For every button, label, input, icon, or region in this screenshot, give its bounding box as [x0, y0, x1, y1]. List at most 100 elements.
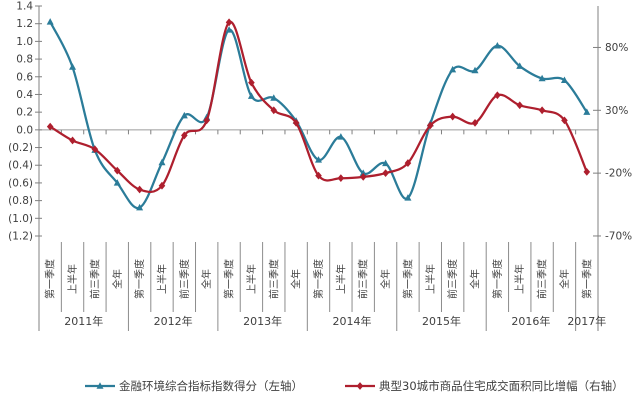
x-axis-quarter-label: 全年: [469, 269, 482, 289]
diamond-marker: [181, 131, 188, 140]
diamond-marker: [471, 118, 479, 127]
diamond-marker: [292, 118, 300, 127]
x-axis-quarter-label: 第一季度: [223, 259, 236, 299]
legend-diamond-icon: [356, 382, 364, 390]
triangle-marker: [158, 158, 166, 166]
x-axis-quarter-label: 前三季度: [357, 259, 370, 299]
left-axis-label: (1.2): [8, 231, 33, 243]
x-axis-quarter-label: 全年: [111, 269, 124, 289]
x-axis-year-label: 2011年: [64, 314, 103, 328]
triangle-marker: [46, 18, 54, 25]
x-axis-quarter-label: 前三季度: [178, 259, 191, 299]
left-axis-label: (0.2): [8, 142, 33, 154]
x-axis-quarter-label: 全年: [290, 269, 303, 289]
diamond-marker: [248, 78, 255, 87]
x-axis-quarter-label: 上半年: [513, 264, 526, 294]
left-axis-label: 1.2: [16, 18, 33, 30]
diamond-marker: [113, 166, 121, 175]
triangle-marker: [449, 65, 457, 73]
x-axis-year-label: 2012年: [154, 314, 193, 328]
x-axis-quarter-label: 上半年: [334, 264, 347, 294]
x-axis-year-label: 2014年: [333, 314, 372, 328]
left-axis-label: 0.0: [16, 124, 33, 136]
left-axis-label: (0.4): [8, 160, 33, 172]
diamond-marker: [46, 122, 54, 131]
x-axis-quarter-label: 上半年: [424, 264, 437, 294]
x-axis-quarter-label: 前三季度: [88, 259, 101, 299]
triangle-marker: [493, 42, 501, 49]
triangle-marker: [404, 194, 412, 201]
triangle-marker: [560, 76, 568, 84]
diamond-marker: [583, 167, 591, 176]
diamond-marker: [158, 181, 166, 190]
left-axis-label: 1.4: [16, 1, 33, 13]
triangle-marker: [359, 169, 367, 176]
triangle-marker: [180, 111, 188, 119]
x-axis-quarter-label: 第一季度: [580, 259, 593, 299]
x-axis-quarter-label: 前三季度: [446, 259, 459, 299]
x-axis-quarter-label: 第一季度: [491, 259, 504, 299]
triangle-marker: [247, 92, 255, 99]
diamond-marker: [382, 169, 389, 178]
x-axis-quarter-label: 第一季度: [401, 259, 414, 299]
triangle-marker: [538, 74, 546, 82]
triangle-marker: [69, 63, 77, 70]
triangle-marker: [315, 156, 322, 163]
diamond-marker: [91, 145, 99, 154]
triangle-marker: [382, 159, 390, 167]
diamond-marker: [315, 171, 322, 180]
diamond-marker: [538, 106, 546, 115]
x-axis-quarter-label: 前三季度: [267, 259, 280, 299]
x-axis-quarter-label: 全年: [558, 269, 571, 289]
triangle-marker: [337, 133, 345, 140]
left-axis-label: 0.6: [16, 71, 33, 83]
x-axis-quarter-label: 第一季度: [44, 259, 57, 299]
series-line-growth: [49, 21, 588, 194]
right-axis-label: 30%: [605, 105, 628, 117]
x-axis-year-label: 2017年: [567, 314, 606, 328]
diamond-marker: [449, 112, 456, 121]
right-axis-label: -70%: [605, 230, 632, 242]
left-axis-label: 0.2: [16, 107, 33, 119]
triangle-marker: [471, 66, 479, 74]
triangle-marker: [516, 62, 524, 69]
diamond-marker: [404, 159, 412, 167]
x-axis-quarter-label: 上半年: [155, 264, 168, 294]
diamond-marker: [427, 121, 434, 130]
x-axis-quarter-label: 全年: [200, 269, 213, 289]
diamond-marker: [516, 101, 524, 110]
diamond-marker: [270, 106, 278, 115]
x-axis-quarter-label: 前三季度: [536, 259, 549, 299]
x-axis-quarter-label: 全年: [379, 269, 392, 289]
diamond-marker: [136, 185, 143, 194]
x-axis-quarter-label: 第一季度: [312, 259, 325, 299]
legend-triangle-icon: [96, 382, 104, 389]
triangle-marker: [113, 179, 121, 186]
left-axis-label: 0.4: [16, 89, 33, 101]
x-axis-year-label: 2013年: [243, 314, 282, 328]
diamond-marker: [69, 136, 76, 145]
x-axis-year-label: 2015年: [422, 314, 461, 328]
triangle-marker: [225, 26, 233, 33]
legend-label: 典型30城市商品住宅成交面积同比增幅（右轴）: [379, 379, 624, 393]
triangle-marker: [270, 94, 278, 101]
triangle-marker: [136, 203, 144, 211]
left-axis-label: (0.6): [8, 177, 33, 189]
right-axis-label: 80%: [605, 42, 628, 54]
x-axis-year-label: 2016年: [511, 314, 550, 328]
right-axis-label: -20%: [605, 168, 632, 180]
triangle-marker: [583, 108, 591, 115]
legend-label: 金融环境综合指标指数得分（左轴）: [119, 379, 303, 393]
x-axis-quarter-label: 上半年: [66, 264, 79, 294]
x-axis-quarter-label: 第一季度: [133, 259, 146, 299]
diamond-marker: [337, 174, 345, 183]
diamond-marker: [359, 173, 367, 181]
diamond-marker: [225, 18, 233, 27]
diamond-marker: [494, 91, 501, 100]
left-axis-label: (1.0): [8, 213, 33, 225]
left-axis-label: (0.8): [8, 195, 33, 207]
x-axis-quarter-label: 上半年: [245, 264, 258, 294]
left-axis-label: 0.8: [16, 54, 33, 66]
